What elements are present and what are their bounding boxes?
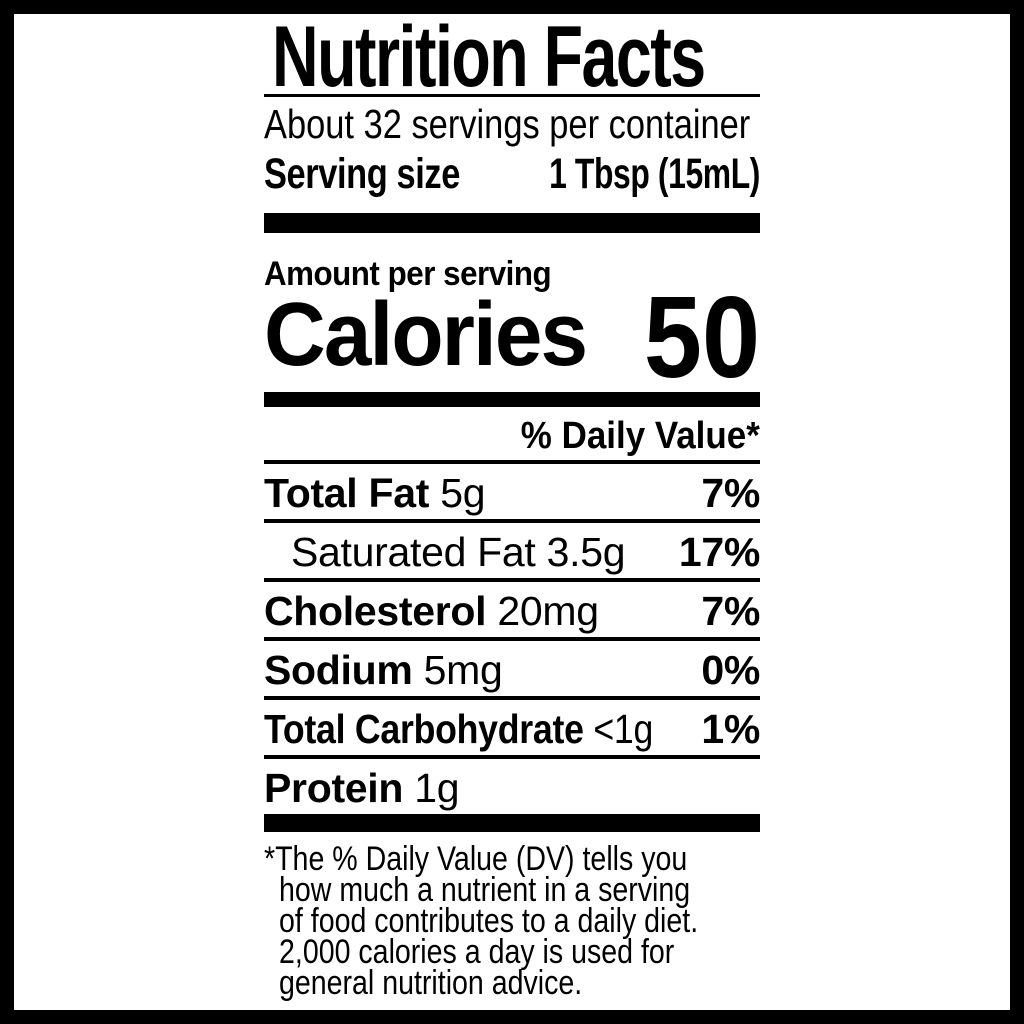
nutrient-amount: 5mg — [423, 647, 503, 693]
nutrient-row-cholesterol: Cholesterol 20mg 7% — [264, 582, 760, 637]
serving-size-value: 1 Tbsp (15mL) — [549, 150, 760, 198]
daily-value-percent: 7% — [701, 470, 760, 516]
footnote-line: how much a nutrient in a serving — [279, 871, 691, 909]
nutrient-row-total-fat: Total Fat 5g 7% — [264, 464, 760, 519]
row-divider — [264, 460, 760, 464]
thick-divider-bar-top — [264, 213, 760, 233]
nutrient-name-amount: Total Carbohydrate <1g — [264, 708, 653, 751]
footnote-line: of food contributes to a daily diet. — [279, 902, 699, 940]
daily-value-percent: 0% — [701, 647, 760, 693]
row-divider — [264, 519, 760, 523]
amount-per-serving-label: Amount per serving — [264, 255, 552, 293]
nutrient-name: Protein — [264, 765, 404, 811]
nutrition-facts-label: Nutrition Facts About 32 servings per co… — [264, 9, 760, 1002]
row-divider — [264, 637, 760, 641]
calories-label: Calories — [264, 285, 588, 385]
daily-value-percent: 7% — [701, 588, 760, 634]
daily-value-percent: 17% — [678, 529, 760, 575]
nutrient-amount: 3.5g — [546, 529, 626, 575]
nutrient-amount: <1g — [593, 706, 654, 752]
nutrient-name: Total Fat — [264, 470, 430, 516]
nutrient-row-protein: Protein 1g — [264, 759, 760, 814]
footnote-line: 2,000 calories a day is used for — [279, 933, 675, 971]
label-title: Nutrition Facts — [272, 9, 760, 105]
medium-divider-bar — [264, 392, 760, 407]
nutrient-row-saturated-fat: Saturated Fat 3.5g 17% — [264, 523, 760, 578]
serving-size-row: Serving size 1 Tbsp (15mL) — [264, 149, 760, 199]
row-divider — [264, 696, 760, 700]
nutrient-row-total-carbohydrate: Total Carbohydrate <1g 1% — [264, 700, 760, 755]
row-divider — [264, 755, 760, 759]
nutrient-name: Saturated Fat — [291, 529, 536, 575]
nutrient-name: Cholesterol — [264, 588, 487, 634]
calories-value: 50 — [643, 272, 760, 402]
thick-divider-bar-bottom — [264, 814, 760, 832]
nutrient-row-sodium: Sodium 5mg 0% — [264, 641, 760, 696]
daily-value-header: % Daily Value* — [520, 415, 760, 457]
daily-value-footnote: *The % Daily Value (DV) tells you how mu… — [264, 840, 760, 1002]
label-title-text: Nutrition Facts — [272, 9, 706, 105]
nutrient-amount: 20mg — [497, 588, 599, 634]
row-divider — [264, 578, 760, 582]
title-divider — [264, 94, 760, 97]
nutrient-name: Sodium — [264, 647, 413, 693]
daily-value-percent: 1% — [701, 706, 760, 752]
footnote-line: *The % Daily Value (DV) tells you — [264, 840, 688, 878]
footnote-line: general nutrition advice. — [279, 964, 583, 1002]
nutrient-amount: 5g — [440, 470, 486, 516]
nutrient-amount: 1g — [414, 765, 460, 811]
serving-size-label: Serving size — [264, 150, 460, 198]
servings-per-container: About 32 servings per container — [264, 101, 751, 147]
nutrient-name: Total Carbohydrate — [264, 706, 584, 752]
calories-row: Calories 50 — [264, 272, 760, 402]
